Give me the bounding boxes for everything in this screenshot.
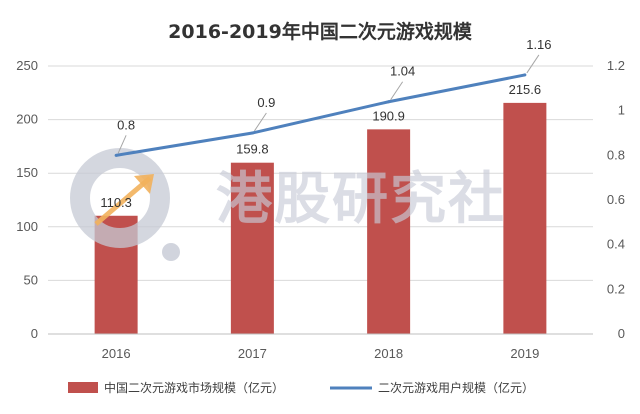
line-point (114, 153, 118, 157)
y-left-tick-label: 0 (31, 326, 38, 341)
line-label-leader (526, 54, 540, 74)
data-labels: 110.3 159.8 190.9 215.6 0.8 0.9 1.04 1.16 (100, 37, 551, 210)
line-point (523, 73, 527, 77)
bar-data-label: 190.9 (372, 108, 405, 123)
bar (503, 102, 547, 334)
y-left-tick-label: 200 (16, 112, 38, 127)
bar-data-label: 215.6 (509, 82, 542, 97)
x-tick-label: 2018 (374, 346, 403, 361)
legend-line-label: 二次元游戏用户规模（亿元） (378, 380, 534, 395)
line-data-label: 0.9 (257, 95, 275, 110)
bar-data-label: 110.3 (100, 195, 132, 210)
x-tick-label: 2017 (238, 346, 267, 361)
y-left-tick-label: 100 (16, 219, 38, 234)
legend-bar-label: 中国二次元游戏市场规模（亿元） (104, 380, 284, 395)
y-right-tick-label: 1.2 (607, 58, 625, 73)
line-path (115, 73, 526, 157)
bar-data-label: 159.8 (236, 142, 269, 157)
y-right-tick-label: 0.8 (607, 147, 625, 162)
line-data-label: 1.16 (526, 37, 551, 52)
legend: 中国二次元游戏市场规模（亿元） 二次元游戏用户规模（亿元） (68, 380, 534, 395)
line-label-leader (117, 135, 127, 154)
line-series (114, 73, 527, 157)
bar (367, 129, 411, 334)
watermark-logo-icon (70, 148, 180, 261)
y-right-tick-label: 0.2 (607, 281, 625, 296)
x-tick-label: 2019 (510, 346, 539, 361)
watermark-text: 港股研究社 (216, 167, 506, 232)
y-right-tick-label: 0.4 (607, 237, 625, 252)
line-label-leader (253, 112, 267, 132)
chart-title: 2016-2019年中国二次元游戏规模 (168, 20, 473, 43)
line-label-leader (390, 81, 404, 101)
bar (230, 162, 274, 334)
y-right-tick-label: 0 (618, 326, 625, 341)
y-left-tick-label: 50 (24, 272, 38, 287)
y-left-tick-label: 250 (16, 58, 38, 73)
line-data-label: 0.8 (117, 117, 135, 132)
line-data-label: 1.04 (390, 64, 415, 79)
y-right-tick-label: 1 (618, 103, 625, 118)
y-left-tick-label: 150 (16, 165, 38, 180)
line-point (250, 131, 254, 135)
legend-bar-swatch (68, 382, 98, 393)
y-right-tick-label: 0.6 (607, 192, 625, 207)
line-point (387, 100, 391, 104)
x-tick-label: 2016 (102, 346, 131, 361)
axes: 0 50 100 150 200 250 0 0.2 0.4 0.6 0.8 1 1.2 2016 2017… (16, 58, 625, 361)
watermark: 港股研究社 (70, 148, 506, 261)
